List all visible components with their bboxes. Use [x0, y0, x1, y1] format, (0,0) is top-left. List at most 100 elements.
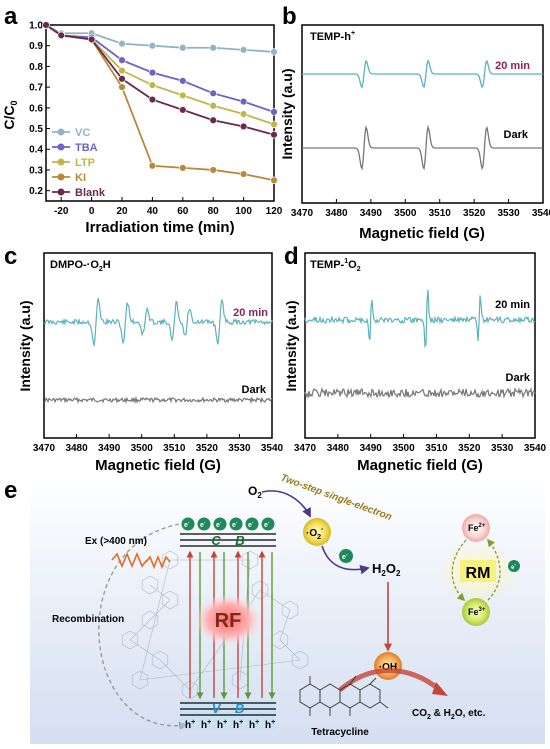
- chart-a-point-blank: [118, 75, 126, 83]
- fe-cycle-left-arrow: [451, 539, 467, 602]
- chart-a-point-ltp: [118, 66, 126, 75]
- xtick-label: 3470: [33, 443, 56, 454]
- chart-c-ticks: 3470 3480 3490 3500 3510 3520 3530 3540: [33, 434, 284, 454]
- chart-d: TEMP-1O2 3470 3480 3490 3500 3510 3520 3530 354…: [283, 252, 547, 474]
- chart-a-ytick-label: 0.6: [29, 103, 43, 114]
- xtick-label: 3530: [497, 208, 520, 219]
- vb-label: V B: [212, 701, 245, 716]
- conduction-band: C B: [180, 533, 276, 548]
- chart-b-xlabel: Magnetic field (G): [359, 225, 485, 242]
- chart-a-ytick-label: 0.9: [29, 41, 43, 52]
- network-bond: [129, 639, 161, 661]
- xtick-label: 3470: [294, 443, 317, 454]
- xtick-label: 3530: [228, 443, 251, 454]
- xtick-label: 3480: [65, 443, 88, 454]
- chart-a-point-tba: [148, 68, 157, 77]
- chart-c-title: DMPO-·O2H: [50, 259, 111, 273]
- chart-c-ylabel: Intensity (a.u): [17, 300, 33, 391]
- xtick-label: 3520: [458, 443, 481, 454]
- chart-a-xtick-label: 80: [208, 206, 220, 217]
- chart-a-point-ki: [148, 162, 157, 170]
- network-ring: [141, 610, 159, 630]
- panel-letter-d: d: [284, 243, 299, 270]
- chart-a-ytick-label: 0.3: [29, 165, 43, 176]
- electron-dot: [229, 517, 243, 531]
- hole-label: h+: [217, 719, 227, 731]
- chart-a-legend-marker: [57, 158, 65, 166]
- hole-label: h+: [201, 719, 211, 731]
- rm-label: RM: [466, 565, 491, 582]
- chart-a-point-blank: [209, 116, 217, 124]
- chart-a-legend-marker: [57, 188, 65, 196]
- chart-a-point-blank: [87, 35, 96, 44]
- network-ring: [161, 590, 179, 610]
- chart-a-ylabel: C/C0: [1, 100, 19, 129]
- chart-a-ytick-label: 0.2: [29, 186, 43, 197]
- fe-electron-label: e-: [511, 562, 516, 571]
- recombination-label: Recombination: [52, 614, 124, 625]
- light-wave-1: [111, 551, 148, 569]
- chart-c-frame: [43, 252, 273, 439]
- electron-dot-label: e-: [232, 520, 238, 529]
- chart-a-point-vc: [209, 44, 217, 52]
- xtick-label: 3540: [261, 443, 284, 454]
- hydroxyl-label: ·OH: [379, 662, 397, 673]
- degradation-arrow-head: [432, 682, 448, 696]
- degradation-arrow: [338, 668, 442, 692]
- chart-a-ytick-label: 0.7: [29, 83, 43, 94]
- chart-a-xtick-label: 0: [89, 206, 95, 217]
- network-ring: [291, 650, 309, 670]
- chart-a-ytick-label: 0.4: [29, 145, 43, 156]
- chart-b-series-20min: [302, 59, 543, 89]
- fe-cycle-right-arrow: [487, 538, 501, 601]
- xtick-label: 3520: [196, 443, 219, 454]
- chart-c-label-20min: 20 min: [233, 307, 268, 319]
- chart-b: TEMP-h+ 3470 3480 3490 3500 3510 3520 3530 3540…: [279, 24, 550, 242]
- chart-a-point-ki: [118, 83, 126, 91]
- network-ring: [241, 550, 259, 570]
- xtick-label: 3540: [532, 208, 550, 219]
- tetracycline-label: Tetracycline: [311, 727, 369, 738]
- chart-a-point-ltp: [239, 110, 248, 118]
- network-bond: [139, 659, 301, 681]
- chart-a-point-vc: [179, 44, 187, 52]
- xtick-label: 3470: [291, 208, 314, 219]
- electron-dot: [245, 517, 259, 531]
- superoxide-bubble: [303, 518, 331, 546]
- chart-a-point-ltp: [179, 91, 187, 100]
- electron-dot-label: e-: [248, 520, 254, 529]
- xtick-label: 3510: [425, 443, 448, 454]
- xtick-label: 3510: [429, 208, 452, 219]
- superoxide-label: ·O2-: [306, 526, 324, 541]
- xtick-label: 3490: [360, 208, 383, 219]
- chart-a-point-ki: [209, 166, 217, 174]
- xtick-label: 3500: [394, 208, 417, 219]
- electron-dot: [197, 517, 211, 531]
- rf-glow: [194, 594, 262, 646]
- xtick-label: 3490: [360, 443, 383, 454]
- chart-b-title: TEMP-h+: [310, 30, 355, 43]
- chart-a-xtick-label: 60: [177, 206, 189, 217]
- chart-d-label-dark: Dark: [506, 372, 531, 384]
- hole-row: h+ h+ h+ h+ h+ h+: [185, 719, 275, 731]
- chart-a: -20 0 20 40 60 80 100 120 0.2 0.3 0.4 0.5 0.6 0.7 0.8 0…: [1, 21, 283, 237]
- fe3-label: Fe3+: [468, 607, 486, 617]
- fe2-label: Fe2+: [468, 523, 486, 533]
- chart-a-legend-marker: [57, 128, 65, 136]
- network-ring: [181, 680, 199, 700]
- network-bond: [279, 639, 301, 661]
- chart-c-series-dark: [43, 395, 273, 405]
- o2-to-superoxide-arrow: [261, 490, 311, 518]
- electron-bubble: [339, 549, 353, 563]
- chart-d-title: TEMP-1O2: [310, 258, 361, 273]
- chart-a-legend-marker: [57, 173, 65, 181]
- network-bond: [149, 599, 171, 621]
- chart-b-label-20min: 20 min: [495, 60, 530, 72]
- chart-d-label-20min: 20 min: [495, 299, 530, 311]
- chart-a-legend-label: VC: [75, 127, 90, 139]
- hole-label: h+: [249, 719, 259, 731]
- chart-a-point-ltp: [148, 81, 157, 89]
- schematic-background: [30, 478, 545, 744]
- xtick-label: 3530: [491, 443, 514, 454]
- chart-a-ytick-label: 1.0: [29, 21, 43, 32]
